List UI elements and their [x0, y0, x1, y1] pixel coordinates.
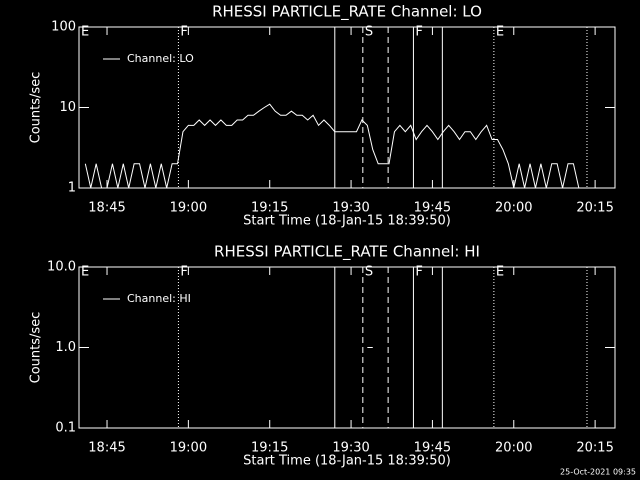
y-tick-label: 1.0: [55, 340, 76, 355]
y-tick-label: 1: [68, 181, 76, 196]
x-tick-label: 19:30: [332, 441, 369, 456]
x-tick-label: 18:45: [88, 441, 125, 456]
y-axis-label: Counts/sec: [29, 72, 44, 144]
event-label: S: [365, 265, 373, 280]
data-line: [84, 103, 580, 189]
event-label: E: [81, 25, 89, 40]
x-tick-label: 19:30: [332, 201, 369, 216]
event-label: F: [415, 25, 422, 40]
y-tick-label: 100: [51, 20, 76, 35]
legend-label: Channel: HI: [127, 292, 191, 305]
x-tick-label: 20:15: [576, 441, 613, 456]
chart-title: RHESSI PARTICLE_RATE Channel: LO: [212, 3, 482, 22]
chart-title: RHESSI PARTICLE_RATE Channel: HI: [214, 243, 480, 262]
event-label: F: [180, 265, 187, 280]
event-label: F: [180, 25, 187, 40]
event-label: E: [81, 265, 89, 280]
event-label: E: [496, 25, 504, 40]
x-tick-label: 18:45: [88, 201, 125, 216]
event-label: S: [365, 25, 373, 40]
x-axis-label: Start Time (18-Jan-15 18:39:50): [243, 214, 451, 229]
x-axis-label: Start Time (18-Jan-15 18:39:50): [243, 454, 451, 469]
x-tick-label: 19:45: [414, 441, 451, 456]
x-tick-label: 19:00: [170, 441, 207, 456]
y-tick-label: 10.0: [47, 260, 76, 275]
x-tick-label: 20:15: [576, 201, 613, 216]
event-label: F: [415, 265, 422, 280]
y-tick-label: 0.1: [55, 421, 76, 436]
y-axis-label: Counts/sec: [29, 312, 44, 384]
x-tick-label: 20:00: [495, 441, 532, 456]
event-label: E: [496, 265, 504, 280]
y-tick-label: 10: [59, 100, 76, 115]
legend-label: Channel: LO: [127, 52, 194, 65]
x-tick-label: 20:00: [495, 201, 532, 216]
x-tick-label: 19:00: [170, 201, 207, 216]
x-tick-label: 19:15: [251, 201, 288, 216]
x-tick-label: 19:45: [414, 201, 451, 216]
footer: 25-Oct-2021 09:35: [560, 468, 636, 477]
x-tick-label: 19:15: [251, 441, 288, 456]
